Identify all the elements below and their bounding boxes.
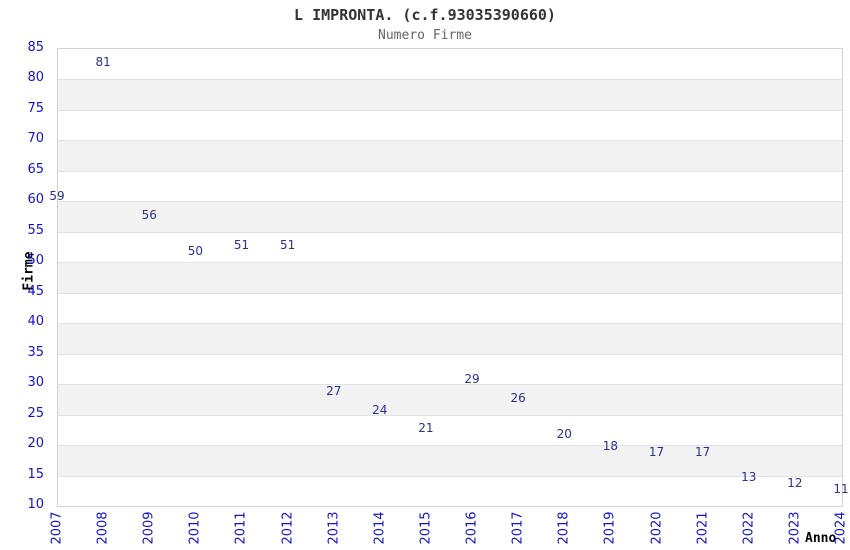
y-tick-label: 75 bbox=[27, 100, 44, 116]
y-tick-label: 50 bbox=[27, 253, 44, 269]
data-point-label: 51 bbox=[279, 238, 296, 253]
plot-band bbox=[58, 384, 842, 415]
x-tick-label: 2017 bbox=[510, 511, 526, 545]
plot-band bbox=[58, 353, 842, 385]
data-point-label: 51 bbox=[233, 238, 250, 253]
plot-band bbox=[58, 323, 842, 354]
x-tick-label: 2023 bbox=[787, 511, 803, 545]
y-gridline bbox=[58, 354, 842, 355]
data-point-label: 11 bbox=[833, 481, 849, 496]
plot-band bbox=[58, 475, 842, 506]
y-tick-label: 40 bbox=[27, 314, 44, 330]
x-tick-label: 2012 bbox=[280, 511, 296, 545]
y-gridline bbox=[58, 262, 842, 263]
plot-band bbox=[58, 414, 842, 446]
data-point-label: 50 bbox=[187, 244, 203, 259]
x-tick-label: 2018 bbox=[556, 511, 572, 545]
x-tick-label: 2010 bbox=[187, 511, 203, 545]
plot-band bbox=[58, 140, 842, 171]
plot-band bbox=[58, 231, 842, 263]
x-tick-label: 2007 bbox=[49, 511, 65, 545]
y-gridline bbox=[58, 79, 842, 80]
chart-title: L IMPRONTA. (c.f.93035390660) bbox=[294, 6, 556, 24]
data-point-label: 59 bbox=[49, 189, 65, 204]
y-gridline bbox=[58, 110, 842, 111]
data-point-label: 56 bbox=[141, 207, 157, 222]
y-tick-label: 15 bbox=[27, 466, 44, 482]
y-tick-label: 55 bbox=[27, 222, 44, 238]
y-gridline bbox=[58, 415, 842, 416]
x-axis-title: Anno bbox=[805, 531, 837, 546]
x-tick-label: 2011 bbox=[233, 511, 249, 545]
plot-band bbox=[58, 170, 842, 202]
x-tick-label: 2014 bbox=[372, 511, 388, 545]
plot-band bbox=[58, 79, 842, 110]
y-tick-label: 80 bbox=[27, 70, 44, 86]
data-point-label: 81 bbox=[95, 55, 111, 70]
y-tick-label: 20 bbox=[27, 436, 44, 452]
plot-band bbox=[58, 201, 842, 232]
y-gridline bbox=[58, 232, 842, 233]
y-gridline bbox=[58, 140, 842, 141]
plot-band bbox=[58, 109, 842, 141]
data-point-label: 21 bbox=[418, 420, 434, 435]
y-tick-label: 25 bbox=[27, 405, 44, 421]
data-point-label: 26 bbox=[510, 390, 526, 405]
y-gridline bbox=[58, 384, 842, 385]
y-tick-label: 10 bbox=[27, 497, 44, 512]
y-gridline bbox=[58, 171, 842, 172]
plot-band bbox=[58, 262, 842, 293]
x-tick-label: 2015 bbox=[418, 511, 434, 545]
y-tick-label: 35 bbox=[27, 344, 44, 360]
data-point-label: 29 bbox=[464, 372, 480, 387]
y-tick-label: 85 bbox=[27, 40, 44, 55]
x-tick-label: 2022 bbox=[741, 511, 757, 545]
x-tick-label: 2016 bbox=[464, 511, 480, 545]
plot-band bbox=[58, 445, 842, 476]
data-point-label: 17 bbox=[695, 445, 711, 460]
x-tick-label: 2008 bbox=[95, 511, 111, 545]
plot-band bbox=[58, 49, 842, 80]
y-tick-label: 65 bbox=[27, 161, 44, 177]
y-gridline bbox=[58, 476, 842, 477]
x-tick-label: 2024 bbox=[833, 511, 849, 545]
x-tick-label: 2009 bbox=[141, 511, 157, 545]
x-tick-label: 2019 bbox=[602, 511, 618, 545]
y-gridline bbox=[58, 445, 842, 446]
data-point-label: 20 bbox=[556, 427, 572, 442]
y-tick-label: 30 bbox=[27, 375, 44, 391]
x-tick-label: 2020 bbox=[649, 511, 665, 545]
y-gridline bbox=[58, 293, 842, 294]
data-point-label: 12 bbox=[787, 475, 803, 490]
chart-subtitle: Numero Firme bbox=[378, 28, 472, 43]
x-tick-label: 2021 bbox=[695, 511, 711, 545]
data-point-label: 24 bbox=[372, 402, 388, 417]
y-tick-label: 70 bbox=[27, 131, 44, 147]
plot-band bbox=[58, 292, 842, 324]
x-tick-label: 2013 bbox=[326, 511, 342, 545]
data-point-label: 13 bbox=[741, 469, 757, 484]
y-tick-label: 45 bbox=[27, 283, 44, 299]
data-point-label: 27 bbox=[326, 384, 342, 399]
y-gridline bbox=[58, 201, 842, 202]
data-point-label: 18 bbox=[602, 439, 619, 454]
y-tick-label: 60 bbox=[27, 192, 44, 208]
y-gridline bbox=[58, 323, 842, 324]
plot-area bbox=[57, 48, 843, 507]
data-point-label: 17 bbox=[648, 445, 665, 460]
